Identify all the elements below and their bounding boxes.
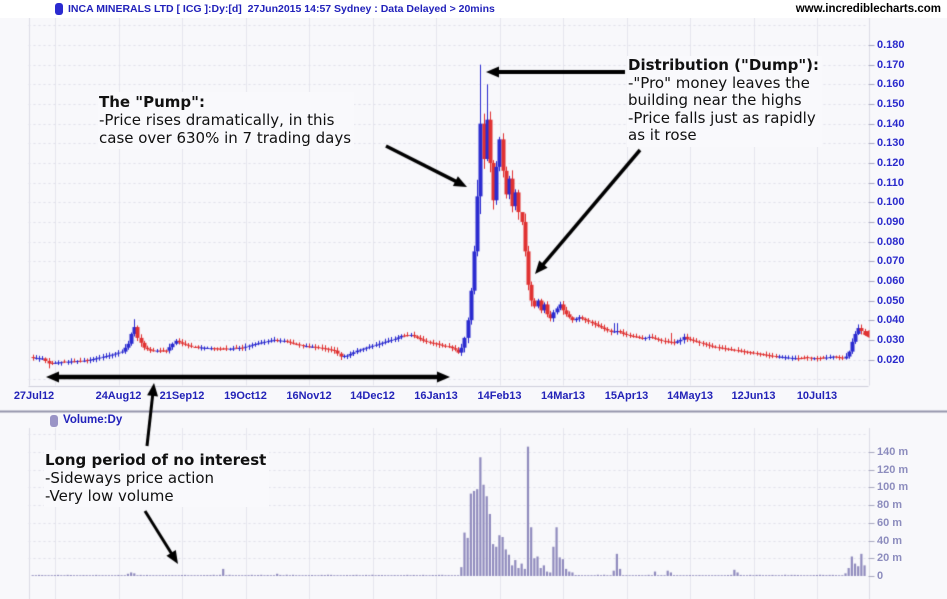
annotation-dump-lines: -"Pro" money leaves the building near the… (628, 73, 819, 145)
price-tick-label: 0.020 (877, 353, 905, 366)
annotation-line: -Price falls just as rapidly (628, 108, 816, 127)
x-tick-label: 14Feb13 (477, 390, 522, 402)
x-tick-label: 16Jan13 (414, 390, 458, 402)
x-tick-label: 16Nov12 (286, 390, 332, 402)
price-tick-label: 0.030 (877, 333, 905, 346)
x-tick-label: 14Mar13 (540, 390, 586, 402)
price-tick-label: 0.070 (877, 255, 905, 268)
x-tick-label: 19Oct12 (224, 390, 267, 402)
price-tick-label: 0.050 (877, 294, 905, 307)
annotation-pump-title: The "Pump": (99, 93, 205, 111)
annotation-line: -"Pro" money leaves the (628, 73, 810, 92)
volume-tick-label: 40 m (877, 534, 903, 547)
annotation-line: -Very low volume (45, 487, 174, 505)
volume-tick-label: 100 m (877, 481, 909, 494)
price-tick-label: 0.150 (877, 97, 905, 110)
website-watermark: www.incrediblecharts.com (795, 3, 941, 15)
price-tick-label: 0.040 (877, 314, 905, 327)
price-tick-label: 0.110 (877, 176, 904, 189)
x-tick-label: 10Jul13 (796, 390, 838, 402)
price-series-legend-icon (55, 3, 63, 15)
price-tick-label: 0.130 (877, 137, 905, 150)
volume-tick-label: 80 m (877, 499, 903, 512)
x-tick-label: 14May13 (667, 390, 713, 402)
price-tick-label: 0.170 (877, 58, 905, 71)
price-tick-label: 0.140 (877, 117, 905, 130)
chart-header: INCA MINERALS LTD [ ICG ]:Dy:[d] 27Jun20… (0, 0, 947, 18)
price-tick-label: 0.080 (877, 235, 905, 248)
volume-tick-label: 120 m (877, 463, 909, 476)
annotation-quiet-lines: -Sideways price action -Very low volume (45, 469, 266, 505)
volume-tick-label: 140 m (877, 445, 909, 458)
x-tick-label: 24Aug12 (95, 390, 142, 402)
x-tick-label: 14Dec12 (350, 390, 395, 402)
x-tick-label: 12Jun13 (731, 390, 776, 402)
annotation-line: case over 630% in 7 trading days (99, 129, 352, 147)
volume-pane-header: Volume:Dy (0, 413, 400, 429)
x-tick-label: 21Sep12 (159, 390, 205, 402)
price-tick-label: 0.100 (877, 196, 905, 209)
annotation-dump-title: Distribution ("Dump"): (628, 56, 820, 74)
annotation-quiet: Long period of no interest -Sideways pri… (44, 450, 270, 507)
annotation-dump: Distribution ("Dump"): -"Pro" money leav… (627, 56, 823, 147)
annotation-line: building near the highs (628, 91, 802, 109)
x-tick-label: 15Apr13 (604, 390, 649, 402)
x-tick-label: 27Jul12 (13, 390, 55, 402)
chart-title: INCA MINERALS LTD [ ICG ]:Dy:[d] 27Jun20… (68, 3, 495, 15)
annotation-pump: The "Pump": -Price rises dramatically, i… (98, 92, 355, 149)
annotation-quiet-title: Long period of no interest (45, 451, 267, 469)
volume-series-legend-icon (50, 415, 58, 427)
price-tick-label: 0.160 (877, 78, 905, 91)
price-tick-label: 0.060 (877, 274, 905, 287)
price-tick-label: 0.120 (877, 156, 905, 169)
volume-pane-title: Volume:Dy (63, 414, 123, 426)
price-tick-label: 0.090 (877, 215, 905, 228)
volume-tick-label: 0 (877, 570, 884, 582)
price-tick-label: 0.180 (877, 39, 905, 51)
volume-tick-label: 60 m (877, 516, 903, 529)
annotation-line: as it rose (628, 126, 697, 144)
annotation-pump-lines: -Price rises dramatically, in this case o… (99, 111, 351, 147)
annotation-line: -Price rises dramatically, in this (99, 111, 335, 129)
volume-tick-label: 20 m (877, 552, 903, 565)
annotation-line: -Sideways price action (45, 469, 215, 487)
